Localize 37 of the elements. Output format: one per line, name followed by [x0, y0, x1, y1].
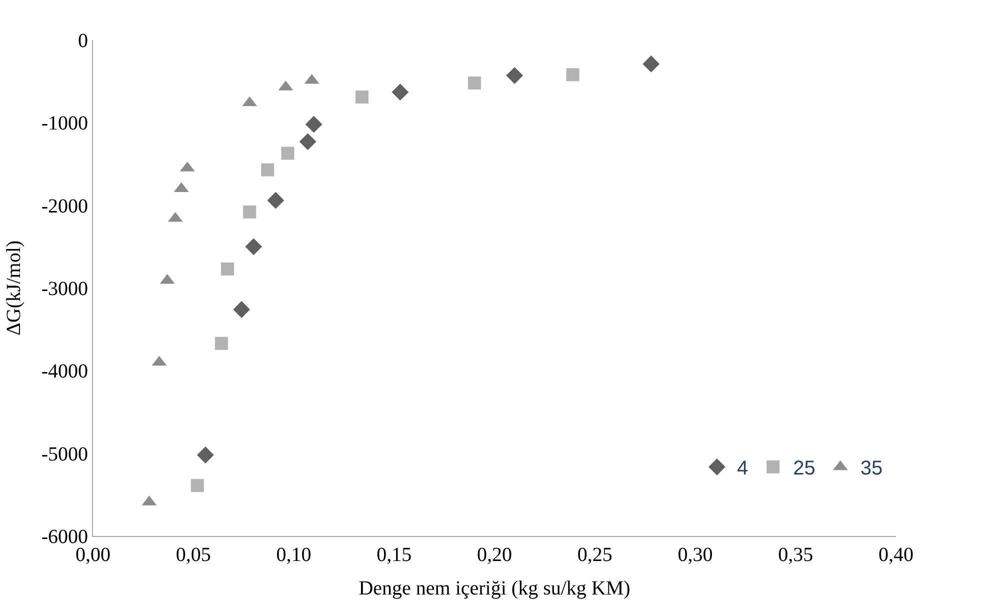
- y-tick-label: -1000: [41, 112, 88, 135]
- x-tick-label: 0,20: [477, 544, 512, 566]
- point: [392, 84, 409, 101]
- x-tick-label: 0,30: [678, 544, 713, 566]
- x-tick-label: 0,15: [376, 544, 412, 566]
- y-tick-label: 0: [78, 30, 88, 52]
- legend-label: 25: [793, 458, 816, 480]
- point: [267, 192, 284, 209]
- x-tick-label: 0,25: [577, 544, 612, 566]
- point: [261, 163, 274, 176]
- point: [233, 301, 250, 318]
- y-tick-label: -5000: [41, 443, 88, 466]
- point: [566, 68, 580, 82]
- point: [245, 238, 262, 256]
- point: [243, 205, 256, 218]
- y-tick-label: -3000: [41, 278, 88, 300]
- x-tick-label: 0,10: [276, 544, 312, 566]
- point: [642, 56, 660, 72]
- point: [506, 67, 524, 84]
- point: [305, 116, 322, 133]
- point: [299, 133, 316, 150]
- point: [281, 146, 294, 160]
- point: [190, 479, 204, 492]
- x-tick-label: 0,05: [176, 544, 211, 566]
- x-axis-title: Denge nem içeriği (kg su/kg KM): [358, 578, 630, 600]
- point: [356, 90, 369, 104]
- point: [214, 336, 228, 350]
- point: [221, 262, 234, 276]
- point: [196, 446, 214, 464]
- point: [468, 76, 481, 90]
- legend-label: 35: [860, 458, 883, 480]
- x-tick-label: 0,35: [778, 544, 814, 566]
- y-tick-label: -4000: [41, 360, 88, 383]
- y-tick-label: -2000: [41, 195, 88, 218]
- y-axis-title: ΔG(kJ/mol): [2, 240, 25, 336]
- legend-label: 4: [736, 458, 748, 480]
- x-tick-label: 0,40: [878, 544, 914, 566]
